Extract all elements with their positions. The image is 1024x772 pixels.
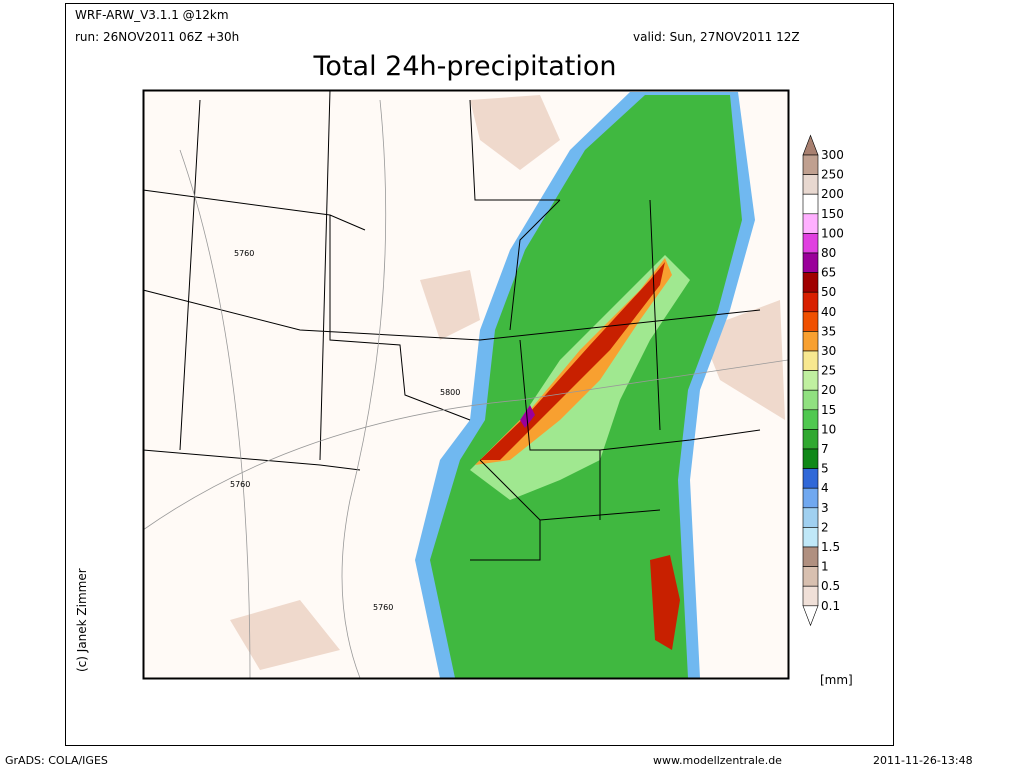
contour-label: 5760 (373, 603, 393, 612)
contour-label: 5760 (234, 249, 254, 258)
colorbar-box (802, 350, 819, 371)
colorbar-label: 40 (821, 305, 836, 319)
colorbar-label: 2 (821, 520, 829, 534)
run-label: run: 26NOV2011 06Z +30h (75, 30, 239, 44)
model-label: WRF-ARW_V3.1.1 @12km (75, 8, 229, 22)
colorbar-box (802, 468, 819, 489)
colorbar-label: 4 (821, 481, 829, 495)
colorbar-label: 5 (821, 462, 829, 476)
colorbar-label: 1.5 (821, 540, 840, 554)
colorbar-box (802, 193, 819, 215)
borders (142, 89, 789, 679)
colorbar-label: 50 (821, 285, 836, 299)
colorbar-label: 0.1 (821, 599, 840, 613)
valid-label: valid: Sun, 27NOV2011 12Z (633, 30, 800, 44)
colorbar-box (802, 487, 819, 509)
colorbar-box (802, 291, 819, 313)
footer-center: www.modellzentrale.de (653, 754, 782, 767)
colorbar: 300 250 200 150 100 80 65 50 40 35 30 25 20 15 10 7 5 4 3 2… (802, 134, 844, 627)
contour-label: 5760 (230, 480, 250, 489)
colorbar-label: 10 (821, 422, 836, 436)
colorbar-label: 0.5 (821, 579, 840, 593)
colorbar-label: 25 (821, 364, 836, 378)
colorbar-box (802, 409, 819, 430)
colorbar-box (802, 507, 819, 528)
colorbar-label: 80 (821, 246, 836, 260)
colorbar-box (802, 429, 819, 450)
colorbar-box (802, 311, 819, 332)
footer-left: GrADS: COLA/IGES (5, 754, 108, 767)
map-border (142, 89, 790, 680)
colorbar-box (802, 213, 819, 234)
colorbar-label: 100 (821, 226, 844, 240)
credit: (c) Janek Zimmer (75, 568, 89, 672)
colorbar-label: 1 (821, 560, 829, 574)
precip-purple (520, 405, 535, 428)
colorbar-label: 35 (821, 324, 836, 338)
colorbar-box (802, 585, 819, 607)
colorbar-box (802, 389, 819, 411)
colorbar-end (802, 605, 819, 627)
colorbar-label: 150 (821, 207, 844, 221)
colorbar-label: 300 (821, 148, 844, 162)
colorbar-label: 7 (821, 442, 829, 456)
colorbar-box (802, 331, 819, 352)
colorbar-box (802, 252, 819, 273)
colorbar-label: 250 (821, 168, 844, 182)
title: Total 24h-precipitation (313, 51, 617, 82)
colorbar-label: 15 (821, 403, 836, 417)
colorbar-label: 20 (821, 383, 836, 397)
colorbar-box (802, 174, 819, 195)
colorbar-box (802, 233, 819, 254)
colorbar-box (802, 527, 819, 548)
colorbar-box (802, 566, 819, 587)
colorbar-label: 65 (821, 266, 836, 280)
colorbar-label: 200 (821, 187, 844, 201)
colorbar-box (802, 546, 819, 567)
footer-right: 2011-11-26-13:48 (873, 754, 973, 767)
precip-red-south (650, 555, 680, 650)
colorbar-box (802, 154, 819, 175)
colorbar-box (802, 272, 819, 293)
colorbar-label: 30 (821, 344, 836, 358)
colorbar-label: 3 (821, 501, 829, 515)
colorbar-box (802, 448, 819, 469)
map: 5760 5800 5760 5760 (142, 89, 790, 680)
unit-label: [mm] (820, 673, 853, 687)
contour-label: 5800 (440, 388, 460, 397)
colorbar-box (802, 370, 819, 391)
